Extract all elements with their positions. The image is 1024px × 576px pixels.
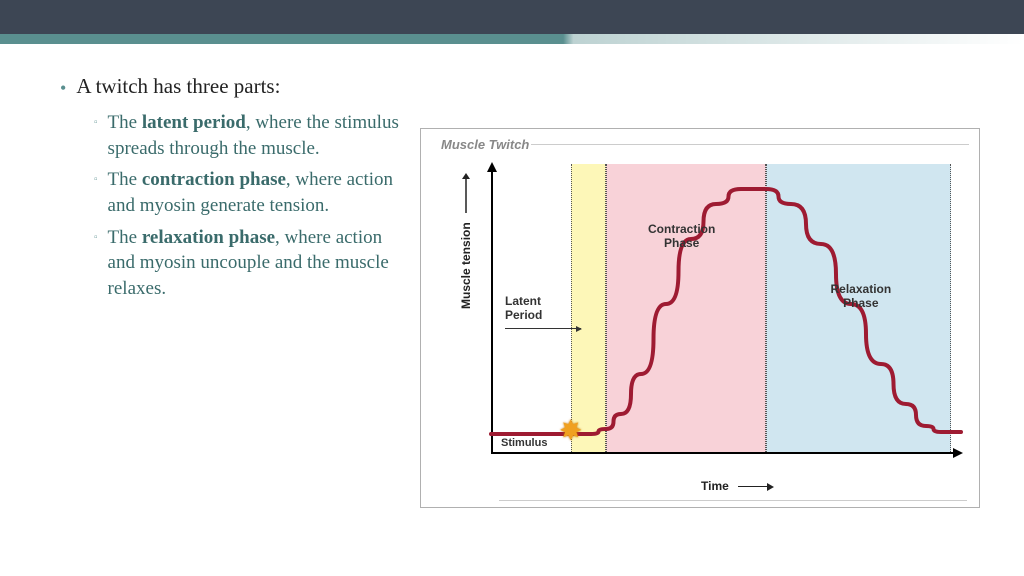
sub1-text: The latent period, where the stimulus sp… xyxy=(108,110,400,161)
text-column: • A twitch has three parts: ▫ The latent… xyxy=(60,74,400,508)
sub-bullet-contraction: ▫ The contraction phase, where action an… xyxy=(94,167,400,218)
x-axis-label: Time xyxy=(701,479,772,493)
plot-area: ContractionPhase RelaxationPhase LatentP… xyxy=(491,164,961,454)
latent-pointer-line xyxy=(505,328,581,329)
bullet-dot: • xyxy=(60,74,66,102)
contraction-phase-label: ContractionPhase xyxy=(648,222,715,251)
sub2-text: The contraction phase, where action and … xyxy=(108,167,400,218)
figure-column: Muscle Twitch Muscle tension C xyxy=(420,74,984,508)
y-axis-label: Muscle tension xyxy=(459,173,473,309)
figure-box: Muscle Twitch Muscle tension C xyxy=(420,128,980,508)
latent-period-label: LatentPeriod xyxy=(505,294,542,323)
sub-bullet-latent: ▫ The latent period, where the stimulus … xyxy=(94,110,400,161)
stimulus-star-icon: ✸ xyxy=(559,414,582,448)
sub-bullets: ▫ The latent period, where the stimulus … xyxy=(94,110,400,301)
figure-title: Muscle Twitch xyxy=(441,137,529,152)
arrow-right-icon xyxy=(738,486,772,487)
sub-bullet-relaxation: ▫ The relaxation phase, where action and… xyxy=(94,225,400,302)
arrow-up-icon xyxy=(459,173,473,213)
x-label-underline xyxy=(499,500,967,501)
main-bullet: • A twitch has three parts: xyxy=(60,74,400,102)
main-bullet-text: A twitch has three parts: xyxy=(76,74,280,102)
relaxation-phase-label: RelaxationPhase xyxy=(831,282,892,311)
sub3-text: The relaxation phase, where action and m… xyxy=(108,225,400,302)
figure-title-line xyxy=(531,144,969,145)
square-bullet-icon: ▫ xyxy=(94,225,98,302)
content-area: • A twitch has three parts: ▫ The latent… xyxy=(0,34,1024,508)
square-bullet-icon: ▫ xyxy=(94,167,98,218)
stimulus-label: Stimulus xyxy=(501,437,547,449)
header-accent xyxy=(0,34,1024,44)
square-bullet-icon: ▫ xyxy=(94,110,98,161)
header-bar xyxy=(0,0,1024,34)
